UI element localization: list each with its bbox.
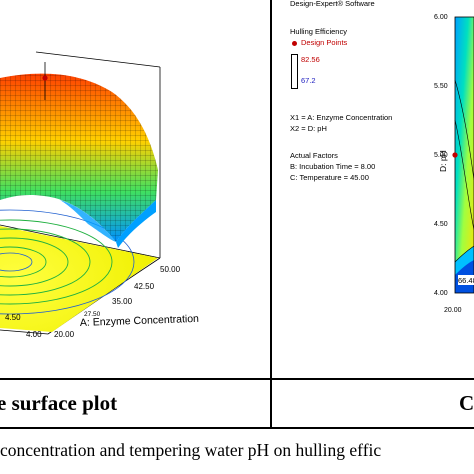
floor-contour	[0, 209, 158, 332]
response-label: Hulling Efficiency	[290, 27, 347, 36]
contour-plot-svg: 66.48 6.00 5.50 5.00 4.50 4.00 D: pH 20.…	[434, 14, 474, 314]
y-tick-label: 6.00	[434, 14, 448, 21]
legend-max-value: 82.56	[301, 55, 320, 64]
panel-label-right: C	[459, 391, 474, 415]
software-label: Design-Expert® Software	[290, 0, 375, 8]
design-point-icon	[292, 41, 297, 46]
x-tick-label: 20.00	[444, 307, 462, 314]
x-tick-label: 35.00	[112, 297, 133, 306]
y-axis-label: D: pH	[438, 150, 448, 172]
design-points-label: Design Points	[301, 38, 348, 47]
legend-color-bar	[291, 54, 298, 89]
label-row-top-border	[0, 378, 474, 380]
response-surface-panel: 4.50 4.00 20.00 27.50 35.00 42.50 50.00 …	[0, 0, 271, 378]
x-tick-label: 27.50	[84, 311, 101, 318]
label-row-bottom-border	[0, 427, 474, 429]
response-surface	[0, 73, 158, 248]
x-axis-label: A: Enzyme Concentration	[80, 313, 200, 329]
x2-label: X2 = D: pH	[290, 124, 327, 133]
design-point	[452, 152, 458, 158]
legend-min-value: 67.2	[301, 76, 316, 85]
x1-label: X1 = A: Enzyme Concentration	[290, 113, 393, 122]
contour-panel: Design-Expert® Software Hulling Efficien…	[272, 0, 474, 378]
factor-b-label: B: Incubation Time = 8.00	[290, 162, 376, 171]
design-point	[42, 62, 48, 100]
actual-factors-label: Actual Factors	[290, 151, 338, 160]
contour-label-bg	[458, 275, 474, 285]
y-tick-label: 4.00	[26, 330, 42, 339]
plot-box	[0, 51, 161, 335]
panel-divider	[270, 0, 272, 428]
y-tick-label: 5.50	[434, 83, 448, 90]
figure-caption: concentration and tempering water pH on …	[0, 440, 382, 460]
contour-area	[454, 16, 474, 294]
y-tick-label: 4.50	[434, 221, 448, 228]
y-tick-label: 4.50	[5, 313, 21, 322]
y-tick-label: 4.00	[434, 290, 448, 297]
x-tick-label: 20.00	[54, 330, 75, 339]
y-tick-label: 5.00	[434, 152, 448, 159]
panel-label-left: e surface plot	[0, 391, 118, 415]
response-surface-svg: 4.50 4.00 20.00 27.50 35.00 42.50 50.00 …	[0, 51, 200, 339]
x-tick-label: 50.00	[160, 265, 181, 274]
factor-c-label: C: Temperature = 45.00	[290, 173, 369, 182]
contour-value-label: 66.48	[458, 276, 474, 285]
x-tick-label: 42.50	[134, 282, 155, 291]
